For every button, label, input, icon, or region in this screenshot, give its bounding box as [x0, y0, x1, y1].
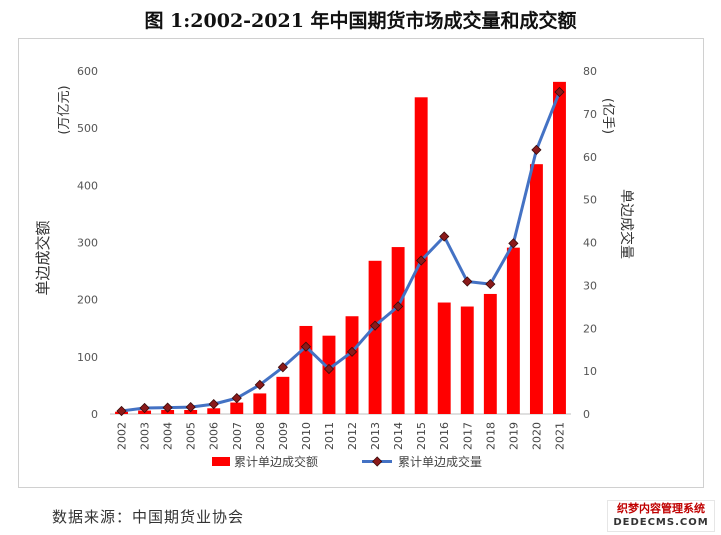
- bar: [483, 293, 497, 414]
- x-tick-label: 2008: [254, 422, 267, 450]
- bar: [345, 316, 359, 414]
- left-tick-label: 0: [91, 408, 98, 421]
- watermark-logo: 织梦内容管理系统 DEDECMS.COM: [607, 500, 715, 532]
- right-tick-label: 80: [583, 65, 597, 78]
- x-tick-label: 2020: [530, 422, 543, 450]
- x-tick-label: 2002: [116, 422, 129, 450]
- line-marker: [416, 255, 427, 266]
- bar: [460, 306, 474, 414]
- x-tick-label: 2012: [346, 422, 359, 450]
- x-tick-label: 2007: [231, 422, 244, 450]
- line-marker: [185, 402, 196, 413]
- left-tick-label: 600: [77, 65, 98, 78]
- line-marker: [277, 362, 288, 373]
- line-marker: [162, 402, 173, 413]
- right-tick-label: 10: [583, 365, 597, 378]
- right-tick-label: 70: [583, 108, 597, 121]
- left-tick-label: 400: [77, 179, 98, 192]
- x-tick-label: 2013: [369, 422, 382, 450]
- chart-title: 图 1:2002-2021 年中国期货市场成交量和成交额: [144, 10, 577, 32]
- x-tick-label: 2006: [208, 422, 221, 450]
- line-marker: [346, 346, 358, 357]
- bar: [368, 260, 382, 414]
- bar: [230, 402, 244, 414]
- line-marker: [369, 320, 381, 331]
- right-tick-label: 30: [583, 279, 597, 292]
- data-source-note: 数据来源：中国期货业协会: [52, 508, 245, 526]
- x-tick-label: 2016: [438, 422, 451, 450]
- x-tick-label: 2015: [415, 422, 428, 450]
- x-tick-label: 2010: [300, 422, 313, 450]
- right-axis-label: 单边成交量: [618, 189, 635, 259]
- x-tick-label: 2017: [461, 422, 474, 450]
- bar: [276, 376, 290, 414]
- right-tick-label: 0: [583, 408, 590, 421]
- right-axis-unit: (亿手): [600, 98, 615, 134]
- line-marker: [139, 402, 150, 414]
- legend-line-marker: [372, 456, 383, 467]
- bar: [207, 408, 221, 414]
- line-marker: [554, 86, 565, 98]
- left-axis-unit: (万亿元): [57, 85, 72, 134]
- line-marker: [116, 405, 127, 417]
- x-tick-label: 2011: [323, 422, 336, 450]
- legend-bar-label: 累计单边成交额: [234, 454, 318, 469]
- bar: [437, 302, 451, 414]
- line-marker: [531, 144, 542, 155]
- left-tick-label: 500: [77, 122, 98, 135]
- x-tick-label: 2004: [162, 422, 175, 450]
- line-marker: [393, 301, 404, 312]
- line-marker: [323, 363, 335, 375]
- left-axis-label: 单边成交额: [34, 220, 52, 295]
- right-tick-label: 20: [583, 322, 597, 335]
- line-marker: [254, 379, 265, 390]
- x-tick-label: 2009: [277, 422, 290, 450]
- line-marker: [300, 341, 312, 352]
- x-tick-label: 2018: [484, 422, 497, 450]
- x-tick-label: 2005: [185, 422, 198, 450]
- line-marker: [508, 238, 519, 249]
- bar: [553, 81, 566, 414]
- bar: [322, 335, 336, 414]
- watermark-en: DEDECMS.COM: [613, 517, 709, 528]
- bar: [506, 247, 520, 414]
- chart-frame: [18, 38, 704, 488]
- line-marker: [231, 393, 242, 404]
- chart: 0 100 200 300 400 500 600 0 10 20 30 40 50 60 70 80 2002…: [34, 65, 635, 469]
- line-marker: [208, 399, 219, 410]
- bar: [253, 393, 267, 414]
- legend-line-label: 累计单边成交量: [398, 454, 482, 469]
- legend-bar-swatch: [212, 457, 230, 466]
- x-tick-label: 2003: [139, 422, 152, 450]
- watermark-cn: 织梦内容管理系统: [617, 502, 705, 515]
- line-marker: [462, 276, 473, 287]
- right-tick-label: 60: [583, 151, 597, 164]
- right-tick-label: 40: [583, 237, 597, 250]
- left-tick-label: 100: [77, 351, 98, 364]
- bar: [391, 247, 405, 414]
- line-marker: [439, 231, 450, 242]
- left-tick-label: 300: [77, 237, 98, 250]
- line-marker: [485, 278, 496, 290]
- bar: [529, 164, 543, 414]
- left-tick-label: 200: [77, 294, 98, 307]
- right-tick-label: 50: [583, 194, 597, 207]
- bar: [299, 325, 313, 414]
- x-tick-label: 2014: [392, 422, 405, 450]
- x-tick-label: 2021: [553, 422, 566, 450]
- x-tick-label: 2019: [507, 422, 520, 450]
